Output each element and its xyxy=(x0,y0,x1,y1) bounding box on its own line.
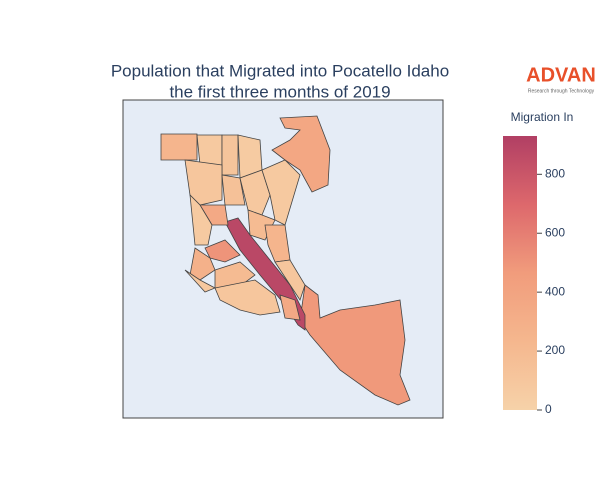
region xyxy=(299,284,411,406)
region xyxy=(261,159,301,226)
region xyxy=(221,174,246,206)
colorbar-tick-label: 800 xyxy=(545,166,565,180)
title-line: Population that Migrated into Pocatello … xyxy=(111,61,449,80)
region xyxy=(274,259,306,301)
colorbar-tick-label: 0 xyxy=(545,402,552,416)
region xyxy=(221,134,239,176)
region xyxy=(271,115,331,193)
logo-name: ADVAN xyxy=(526,64,596,86)
colorbar-title: Migration In xyxy=(511,110,574,124)
regions xyxy=(160,115,411,406)
region xyxy=(189,193,213,246)
colorbar xyxy=(503,136,537,410)
logo-tagline: Research through Technology xyxy=(528,88,595,94)
region xyxy=(204,239,241,263)
region xyxy=(239,169,271,216)
region xyxy=(189,247,216,281)
region xyxy=(279,294,301,321)
region xyxy=(184,159,223,206)
colorbar-tick-label: 600 xyxy=(545,225,565,239)
region xyxy=(214,279,281,316)
region xyxy=(196,134,223,166)
colorbar-tick-label: 200 xyxy=(545,343,565,357)
colorbar-tick-label: 400 xyxy=(545,284,565,298)
title-line: the first three months of 2019 xyxy=(169,82,390,101)
region xyxy=(184,269,216,293)
region xyxy=(160,133,198,161)
